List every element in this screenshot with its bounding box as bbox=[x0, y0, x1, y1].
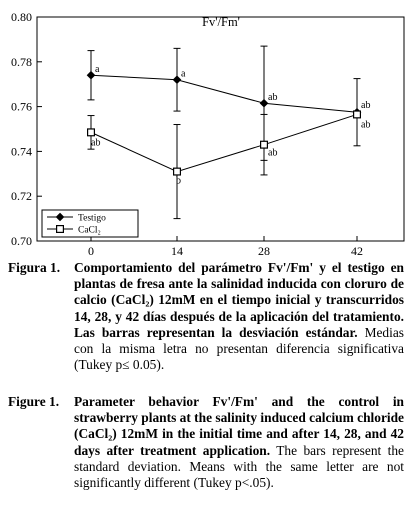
cacl2-point bbox=[55, 225, 64, 234]
significance-label: b bbox=[176, 176, 181, 187]
y-axis: 0.70 0.72 0.74 0.76 0.78 0.80 bbox=[11, 10, 42, 248]
caption-english-plain-text: The bars represent the standard deviatio… bbox=[74, 442, 404, 491]
y-tick-label: 0.78 bbox=[11, 55, 32, 69]
testigo-point bbox=[259, 98, 269, 108]
caption-english-body: Parameter behavior Fv'/Fm' and the contr… bbox=[74, 394, 404, 491]
caption-spanish-bold-text: Comportamiento del parámetro Fv'/Fm' y e… bbox=[74, 260, 404, 340]
legend-label: CaCl₂ bbox=[78, 226, 101, 236]
y-tick-label: 0.70 bbox=[11, 234, 32, 248]
legend-label: Testigo bbox=[78, 214, 106, 224]
x-tick-label: 0 bbox=[88, 244, 94, 258]
caption-spanish: Figura 1. Comportamiento del parámetro F… bbox=[8, 260, 404, 373]
cacl2-point bbox=[173, 167, 182, 176]
significance-label: a bbox=[95, 64, 100, 75]
y-tick-label: 0.76 bbox=[11, 100, 32, 114]
cacl2-point bbox=[353, 110, 362, 119]
series-cacl2: ab b ab ab bbox=[86, 110, 370, 220]
x-tick-label: 28 bbox=[258, 244, 270, 258]
series-testigo: a a ab ab bbox=[86, 45, 370, 161]
legend: Testigo CaCl₂ bbox=[41, 209, 139, 238]
cacl2-line bbox=[90, 113, 358, 173]
line-chart: Fv'/Fm' 0.70 0.72 0.74 0.76 0.78 0.80 0 14 28 42… bbox=[11, 10, 405, 258]
cacl2-point bbox=[86, 128, 95, 137]
chart-title: Fv'/Fm' bbox=[202, 15, 240, 29]
caption-spanish-body: Comportamiento del parámetro Fv'/Fm' y e… bbox=[74, 260, 404, 373]
caption-english-label: Figure 1. bbox=[8, 394, 60, 409]
testigo-line bbox=[90, 74, 358, 113]
y-tick-label: 0.80 bbox=[11, 10, 32, 24]
significance-label: ab bbox=[361, 119, 370, 130]
caption-spanish-label: Figura 1. bbox=[8, 260, 61, 275]
y-tick-label: 0.74 bbox=[11, 144, 32, 158]
testigo-point bbox=[172, 75, 182, 85]
caption-english: Figure 1. Parameter behavior Fv'/Fm' and… bbox=[8, 394, 404, 491]
testigo-point bbox=[55, 212, 65, 222]
significance-label: a bbox=[181, 69, 186, 80]
testigo-point bbox=[86, 70, 96, 80]
plot-frame bbox=[36, 16, 405, 242]
x-axis: 0 14 28 42 bbox=[88, 236, 363, 258]
caption-spanish-plain-text: Medias con la misma letra no presentan d… bbox=[74, 324, 404, 373]
cacl2-point bbox=[260, 140, 269, 149]
significance-label: ab bbox=[268, 92, 277, 103]
significance-label: ab bbox=[268, 148, 277, 159]
x-tick-label: 14 bbox=[171, 244, 183, 258]
significance-label: ab bbox=[91, 137, 100, 148]
series-layer: a a ab ab ab b ab ab bbox=[86, 45, 370, 220]
significance-label: ab bbox=[361, 100, 370, 111]
caption-english-bold-text: Parameter behavior Fv'/Fm' and the contr… bbox=[74, 394, 404, 458]
x-tick-label: 42 bbox=[351, 244, 363, 258]
y-tick-label: 0.72 bbox=[11, 189, 32, 203]
